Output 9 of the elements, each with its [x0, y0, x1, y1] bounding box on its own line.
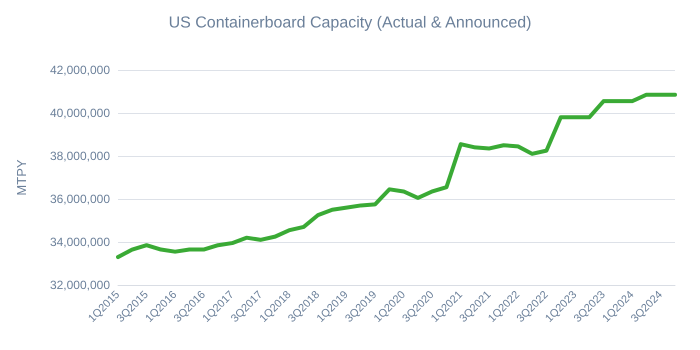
line-series [116, 92, 677, 260]
y-tick-label: 36,000,000 [50, 192, 110, 206]
y-tick-label: 34,000,000 [50, 235, 110, 249]
y-axis-title: MTPY [14, 159, 29, 196]
y-tick-label: 32,000,000 [50, 278, 110, 292]
y-tick-label: 38,000,000 [50, 149, 110, 163]
y-tick-label: 40,000,000 [50, 106, 110, 120]
y-tick-label: 42,000,000 [50, 63, 110, 77]
chart-title: US Containerboard Capacity (Actual & Announced) [168, 14, 532, 32]
